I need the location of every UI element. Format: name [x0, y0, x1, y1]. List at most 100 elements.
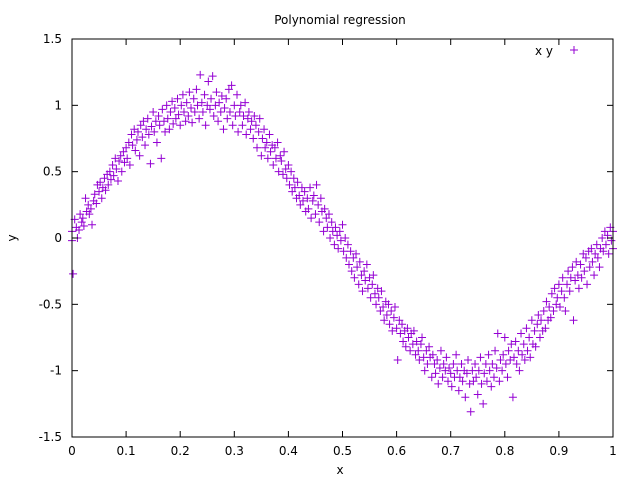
data-point [439, 360, 448, 369]
data-point [604, 249, 613, 258]
data-point [384, 300, 393, 309]
data-point [401, 342, 410, 351]
data-point [205, 105, 214, 114]
data-point [290, 183, 299, 192]
data-point [344, 260, 353, 269]
data-point [427, 373, 436, 382]
data-point [406, 346, 415, 355]
data-point [471, 360, 480, 369]
data-point [445, 364, 454, 373]
data-point [518, 350, 527, 359]
data-point [242, 130, 251, 139]
data-point [587, 244, 596, 253]
data-point [182, 98, 191, 107]
data-point [249, 134, 258, 143]
data-point [303, 194, 312, 203]
data-point [266, 147, 275, 156]
data-point [390, 302, 399, 311]
data-point [204, 77, 213, 86]
data-point [474, 366, 483, 375]
data-point [197, 98, 206, 107]
data-point [379, 302, 388, 311]
data-point [580, 267, 589, 276]
data-point [69, 269, 78, 278]
data-point [535, 333, 544, 342]
data-point [128, 141, 137, 150]
data-point [347, 267, 356, 276]
data-point [173, 94, 182, 103]
data-point [255, 114, 264, 123]
data-point [420, 366, 429, 375]
data-point [354, 280, 363, 289]
data-point [86, 204, 95, 213]
data-point [269, 161, 278, 170]
data-point [425, 342, 434, 351]
data-point [277, 157, 286, 166]
data-point [461, 393, 470, 402]
x-axis-ticks: 0 0.1 0.2 0.3 0.4 0.5 0.6 0.7 0.8 0.9 1 [68, 39, 617, 458]
data-point [350, 273, 359, 282]
data-point [482, 377, 491, 386]
data-point [334, 244, 343, 253]
data-point [599, 247, 608, 256]
data-point [493, 329, 502, 338]
y-tick-label: -0.5 [39, 297, 62, 311]
data-point [312, 180, 321, 189]
data-point [314, 200, 323, 209]
data-point [501, 360, 510, 369]
data-point [595, 263, 604, 272]
data-point [138, 133, 147, 142]
data-point [358, 287, 367, 296]
data-point [514, 346, 523, 355]
data-point [517, 329, 526, 338]
data-point [79, 222, 88, 231]
legend-label: x y [535, 44, 553, 58]
data-point [428, 350, 437, 359]
data-point [166, 107, 175, 116]
data-point [363, 284, 372, 293]
data-point [316, 194, 325, 203]
data-point [143, 114, 152, 123]
data-point [278, 170, 287, 179]
data-point [342, 253, 351, 262]
data-point [423, 360, 432, 369]
data-point [454, 386, 463, 395]
data-point [273, 138, 282, 147]
data-point [225, 107, 234, 116]
data-point [534, 310, 543, 319]
data-point [319, 227, 328, 236]
data-point [149, 107, 158, 116]
data-point [416, 340, 425, 349]
data-point [512, 360, 521, 369]
data-point [239, 111, 248, 120]
data-point [170, 103, 179, 112]
chart-title: Polynomial regression [274, 13, 406, 27]
data-point [163, 114, 172, 123]
data-point [88, 220, 97, 229]
data-point [228, 121, 237, 130]
data-point [361, 276, 370, 285]
data-point [258, 134, 267, 143]
data-point [545, 302, 554, 311]
data-point [320, 204, 329, 213]
data-point [418, 333, 427, 342]
data-point [104, 180, 113, 189]
x-tick-label: 0.4 [279, 444, 298, 458]
data-point [466, 407, 475, 416]
data-point [360, 267, 369, 276]
data-point [276, 151, 285, 160]
data-point [537, 316, 546, 325]
data-point [452, 350, 461, 359]
data-point [231, 111, 240, 120]
data-point [431, 369, 440, 378]
y-tick-label: 1.5 [43, 32, 62, 46]
data-point [154, 111, 163, 120]
data-point [207, 94, 216, 103]
data-point [323, 223, 332, 232]
data-point [393, 356, 402, 365]
data-point [479, 399, 488, 408]
y-tick-label: -1.5 [39, 430, 62, 444]
data-point [576, 260, 585, 269]
data-point [442, 353, 451, 362]
y-tick-label: 1 [54, 98, 62, 112]
